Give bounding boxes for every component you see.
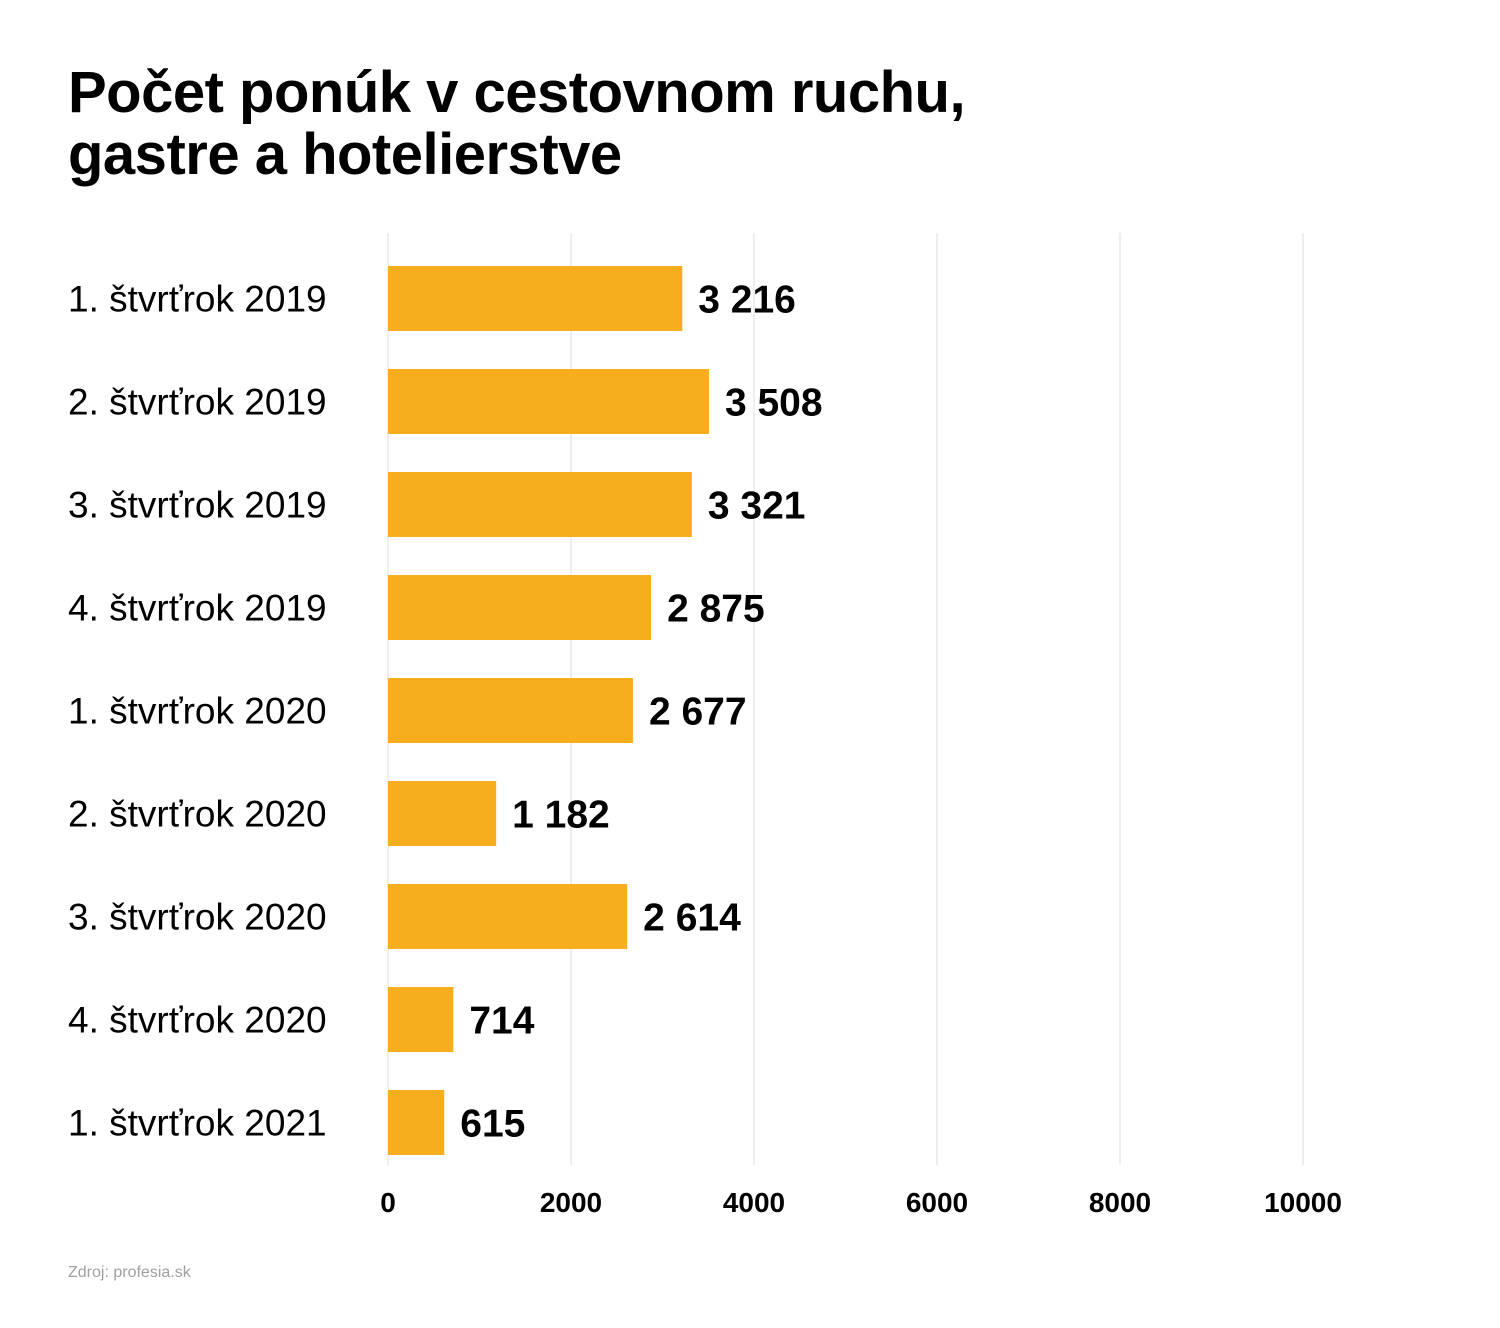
x-tick-label: 4000 xyxy=(723,1187,785,1218)
data-label: 2 614 xyxy=(643,897,741,940)
bar xyxy=(388,575,652,640)
category-label: 2. štvrťrok 2020 xyxy=(68,794,327,835)
data-label: 1 182 xyxy=(512,794,610,837)
data-label: 615 xyxy=(460,1103,525,1146)
category-label: 3. štvrťrok 2019 xyxy=(68,485,327,526)
x-tick-label: 0 xyxy=(380,1187,396,1218)
category-label: 2. štvrťrok 2019 xyxy=(68,382,327,423)
data-label: 3 216 xyxy=(698,279,796,322)
data-label: 2 875 xyxy=(667,588,765,631)
bar xyxy=(388,369,709,434)
x-tick-label: 6000 xyxy=(906,1187,968,1218)
bar xyxy=(388,781,497,846)
chart-title-line-2: gastre a hotelierstve xyxy=(68,122,622,187)
x-tick-label: 8000 xyxy=(1089,1187,1151,1218)
x-tick-label: 2000 xyxy=(540,1187,602,1218)
category-label: 4. štvrťrok 2019 xyxy=(68,588,327,629)
bar xyxy=(388,884,628,949)
data-label: 3 321 xyxy=(708,485,806,528)
bar xyxy=(388,1090,445,1155)
bar xyxy=(388,472,692,537)
category-label: 1. štvrťrok 2021 xyxy=(68,1103,327,1144)
category-label: 3. štvrťrok 2020 xyxy=(68,897,327,938)
source-note: Zdroj: profesia.sk xyxy=(68,1264,191,1281)
data-label: 3 508 xyxy=(725,382,823,425)
category-label: 1. štvrťrok 2019 xyxy=(68,279,327,320)
data-label: 2 677 xyxy=(649,691,747,734)
bar xyxy=(388,266,683,331)
chart-title: Počet ponúk v cestovnom ruchu, gastre a … xyxy=(68,62,1368,186)
category-label: 1. štvrťrok 2020 xyxy=(68,691,327,732)
bar xyxy=(388,987,454,1052)
data-label: 714 xyxy=(469,1000,534,1043)
chart-title-line-1: Počet ponúk v cestovnom ruchu, xyxy=(68,60,966,125)
category-label: 4. štvrťrok 2020 xyxy=(68,1000,327,1041)
bar xyxy=(388,678,633,743)
x-tick-label: 10000 xyxy=(1264,1187,1342,1218)
